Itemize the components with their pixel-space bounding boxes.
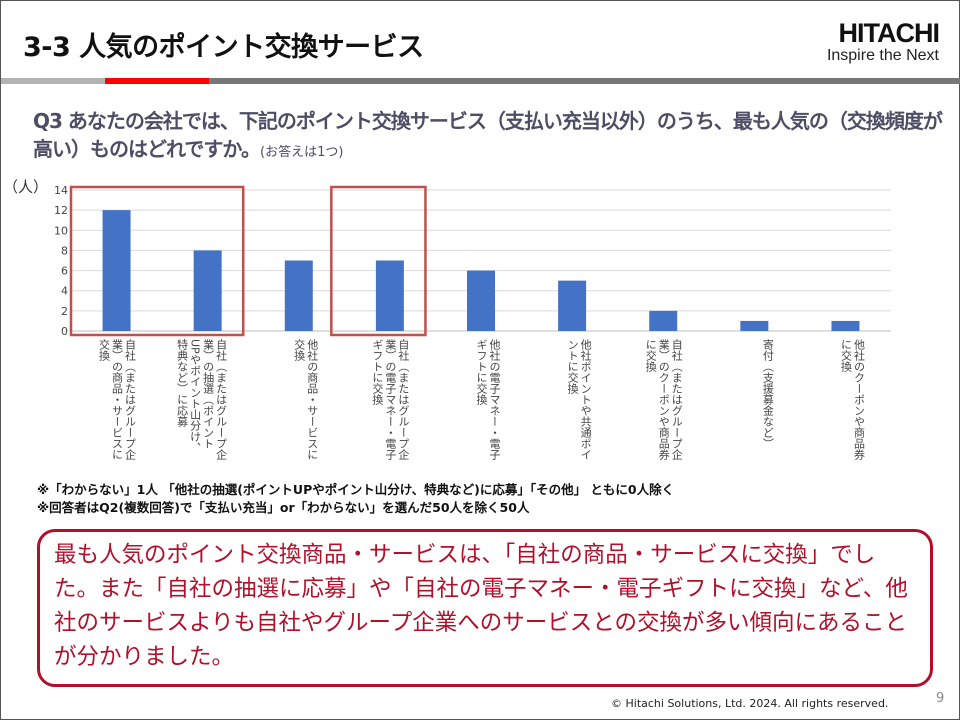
y-tick-label: 6 — [61, 265, 68, 278]
bar — [102, 210, 131, 331]
x-tick-label: 自社（またはグループ企業）の電子マネー・電子ギフトに交換 — [370, 339, 410, 460]
note: ※「わからない」1人 「他社の抽選(ポイントUPやポイント山分け、特典など)に応… — [37, 482, 675, 497]
y-tick-label: 2 — [61, 305, 68, 318]
y-tick-label: 12 — [54, 204, 68, 217]
y-tick-label: 0 — [61, 325, 68, 338]
logo-tagline: Inspire the Next — [826, 47, 939, 64]
x-tick-label: 他社の商品・サービスに交換 — [292, 339, 319, 460]
bar — [284, 260, 313, 331]
x-tick-label: 他社のクーポンや商品券に交換 — [839, 339, 866, 460]
note: ※回答者はQ2(複数回答)で「支払い充当」or「わからない」を選んだ50人を除く… — [37, 500, 530, 515]
bar — [740, 320, 769, 331]
notes: ※「わからない」1人 「他社の抽選(ポイントUPやポイント山分け、特典など)に応… — [37, 481, 674, 517]
logo-brand: HITACHI — [838, 18, 941, 48]
copyright: © Hitachi Solutions, Ltd. 2024. All righ… — [611, 697, 889, 710]
summary-box: 最も人気のポイント交換商品・サービスは、「自社の商品・サービスに交換」でした。ま… — [37, 529, 933, 687]
question-text: Q3 あなたの会社では、下記のポイント交換サービス（支払い充当以外）のうち、最も… — [33, 109, 943, 161]
page-number: 9 — [936, 691, 945, 706]
bar — [375, 260, 404, 331]
x-tick-label: 自社（またはグループ企業）の商品・サービスに交換 — [97, 339, 137, 460]
highlight-box — [69, 185, 245, 337]
bar-chart: 0 2 4 6 8 10 12 14 — [54, 184, 891, 338]
x-tick-label: 他社の電子マネー・電子ギフトに交換 — [475, 339, 501, 460]
highlight-box — [330, 185, 427, 337]
bar — [193, 250, 222, 331]
y-axis-label: （人） — [3, 178, 49, 196]
header-divider — [1, 78, 960, 84]
x-tick-label: 他社ポイントや共通ポイントに交換 — [566, 339, 593, 460]
question: Q3 あなたの会社では、下記のポイント交換サービス（支払い充当以外）のうち、最も… — [33, 107, 953, 167]
hitachi-logo: HITACHI Inspire the Next — [826, 18, 941, 65]
bar — [558, 280, 587, 331]
bar — [467, 270, 495, 331]
y-tick-label: 14 — [54, 184, 68, 197]
x-tick-label: 自社（またはグループ企業）の抽選（ポイントUPやポイント山分け、特典など）に応募 — [175, 339, 228, 460]
y-tick-label: 10 — [54, 224, 68, 237]
y-tick-label: 8 — [61, 244, 68, 257]
x-tick-label: 寄付（支援募金など） — [761, 339, 775, 449]
page-title: 3-3 人気のポイント交換サービス — [23, 32, 424, 63]
y-tick-label: 4 — [61, 285, 68, 298]
x-tick-label: 自社（またはグループ企業）のクーポンや商品券に交換 — [644, 339, 684, 460]
question-note: (お答えは1つ) — [260, 145, 344, 160]
bar — [649, 310, 678, 331]
bar — [831, 320, 860, 331]
